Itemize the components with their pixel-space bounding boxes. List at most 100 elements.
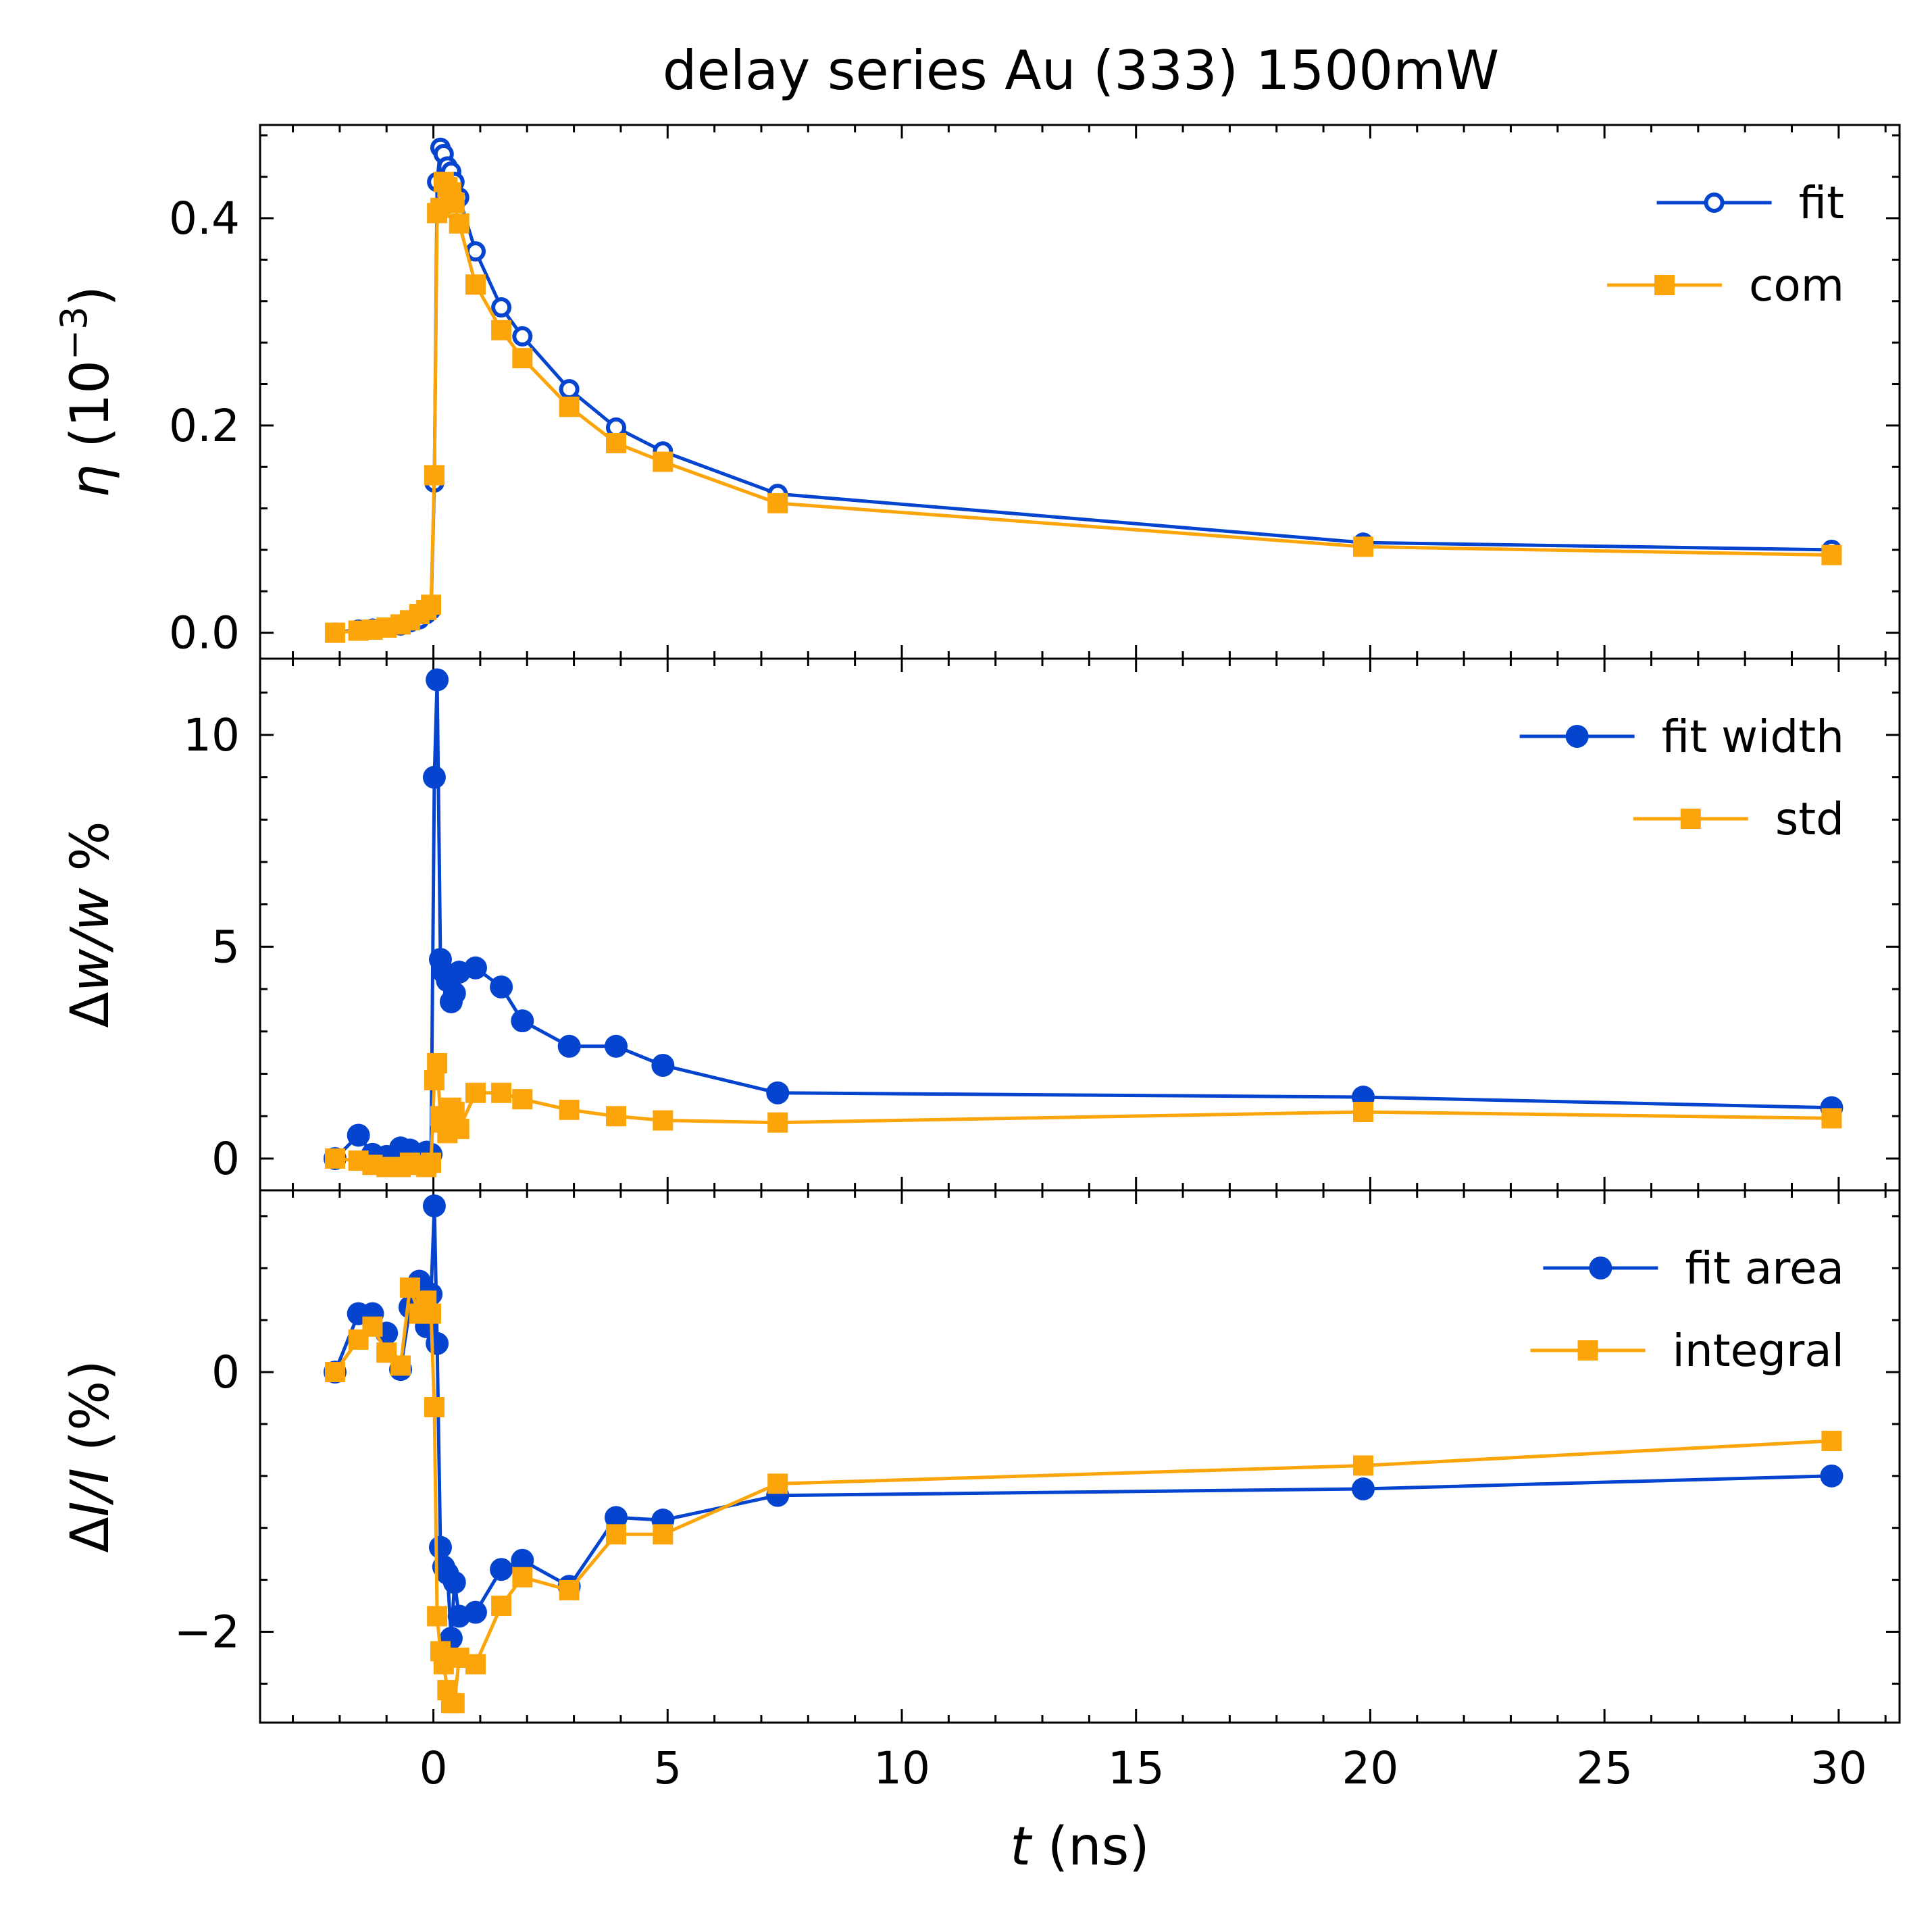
data-point	[511, 1009, 534, 1033]
data-point	[465, 1082, 486, 1103]
data-point	[559, 397, 580, 417]
data-point	[428, 1536, 452, 1559]
legend-marker	[1680, 809, 1701, 829]
data-point	[442, 1571, 466, 1594]
legend: fit area integral	[1530, 1242, 1844, 1377]
data-point	[463, 956, 487, 980]
data-point	[512, 326, 533, 347]
data-point	[426, 668, 449, 692]
data-point	[347, 1123, 370, 1147]
panel-frame	[259, 1189, 1901, 1724]
panel-eta: 0.0 0.2 0.4 fit com η (10−3)	[53, 124, 1901, 660]
data-point	[491, 1082, 512, 1103]
data-point	[421, 1152, 442, 1173]
data-point	[559, 379, 580, 400]
panel-width: 0 5 10 fit width std Δw/w %	[60, 657, 1901, 1192]
legend-label: fit width	[1662, 711, 1844, 763]
series-integral	[324, 1277, 1842, 1714]
data-point	[653, 1110, 673, 1131]
panel-frame	[259, 657, 1901, 1192]
y-tick-label: 0.0	[169, 607, 240, 659]
data-point	[390, 1355, 411, 1376]
x-tick-label: 10	[873, 1742, 930, 1794]
data-point	[491, 1596, 512, 1617]
data-point	[444, 193, 465, 213]
legend: fit width std	[1519, 711, 1844, 845]
data-point	[424, 465, 444, 486]
data-point	[421, 594, 442, 615]
y-tick-label: 0.4	[169, 193, 240, 245]
data-point	[1353, 536, 1374, 557]
y-axis-label-symbol: w/w	[60, 888, 121, 992]
x-tick-label: 25	[1576, 1742, 1633, 1794]
y-axis-label-exponent: −3	[53, 306, 95, 360]
series-line	[334, 678, 1832, 1160]
data-point	[511, 1548, 534, 1572]
data-point	[491, 297, 512, 318]
series-fit-area	[323, 1194, 1844, 1650]
x-tick-label: 5	[653, 1742, 682, 1794]
y-axis-label-prefix: Δ	[60, 1517, 121, 1552]
y-axis-label-symbol: η	[60, 465, 121, 498]
data-point	[653, 451, 673, 472]
data-point	[424, 1396, 444, 1417]
data-point	[512, 348, 533, 369]
legend-label: fit area	[1685, 1242, 1844, 1294]
data-point	[1352, 1477, 1375, 1501]
data-point	[1353, 1455, 1374, 1476]
data-point	[653, 1524, 673, 1545]
series-com	[324, 172, 1842, 643]
series-fit-width	[323, 668, 1844, 1170]
data-point	[442, 982, 466, 1005]
data-point	[605, 1034, 628, 1058]
legend-marker	[1654, 275, 1675, 295]
y-tick-label: 0.2	[169, 400, 240, 452]
data-point	[1353, 1101, 1374, 1122]
data-point	[766, 1081, 790, 1105]
data-point	[465, 274, 486, 295]
data-point	[1821, 1108, 1842, 1129]
x-tick-label: 0	[420, 1742, 448, 1794]
y-axis-label: ΔI/I (%)	[60, 1360, 121, 1552]
data-point	[1821, 1430, 1842, 1451]
chart-title: delay series Au (333) 1500mW	[663, 39, 1499, 102]
data-point	[324, 1148, 345, 1169]
legend-label: integral	[1673, 1325, 1844, 1377]
data-point	[559, 1099, 580, 1120]
data-point	[422, 765, 446, 789]
data-point	[767, 492, 788, 513]
y-tick-label: 5	[211, 921, 240, 973]
panels: 0.0 0.2 0.4 fit com η (10−3) 0 5 10 fit width std Δ…	[53, 124, 1901, 1724]
data-point	[465, 1654, 486, 1675]
legend-marker	[1589, 1257, 1612, 1279]
data-point	[490, 975, 513, 998]
data-point	[324, 1362, 345, 1383]
data-point	[491, 320, 512, 340]
x-axis-title: t (ns)	[1010, 1817, 1149, 1877]
y-axis-label-text: %	[60, 821, 121, 888]
y-tick-label: 0	[211, 1133, 240, 1185]
data-point	[651, 1054, 675, 1077]
data-point	[606, 432, 627, 453]
data-point	[512, 1567, 533, 1588]
x-tick-label: 30	[1810, 1742, 1867, 1794]
data-point	[427, 1606, 448, 1627]
panel-intensity: −2 0 fit area integral ΔI/I (%)	[60, 1189, 1901, 1724]
data-point	[767, 1112, 788, 1133]
data-point	[606, 1106, 627, 1127]
data-point	[422, 1194, 446, 1218]
series-std	[324, 1052, 1842, 1177]
y-axis-label-text: (%)	[60, 1360, 121, 1468]
y-axis-label: Δw/w %	[60, 821, 121, 1028]
data-point	[449, 213, 469, 234]
data-point	[463, 1600, 487, 1624]
data-point	[557, 1034, 581, 1058]
data-point	[512, 1089, 533, 1110]
y-tick-label: 10	[183, 709, 240, 761]
data-point	[426, 1331, 449, 1355]
y-axis-label-text: (10	[60, 360, 121, 464]
legend-marker	[1565, 725, 1589, 748]
legend-label: com	[1749, 259, 1844, 311]
data-point	[444, 1693, 465, 1714]
